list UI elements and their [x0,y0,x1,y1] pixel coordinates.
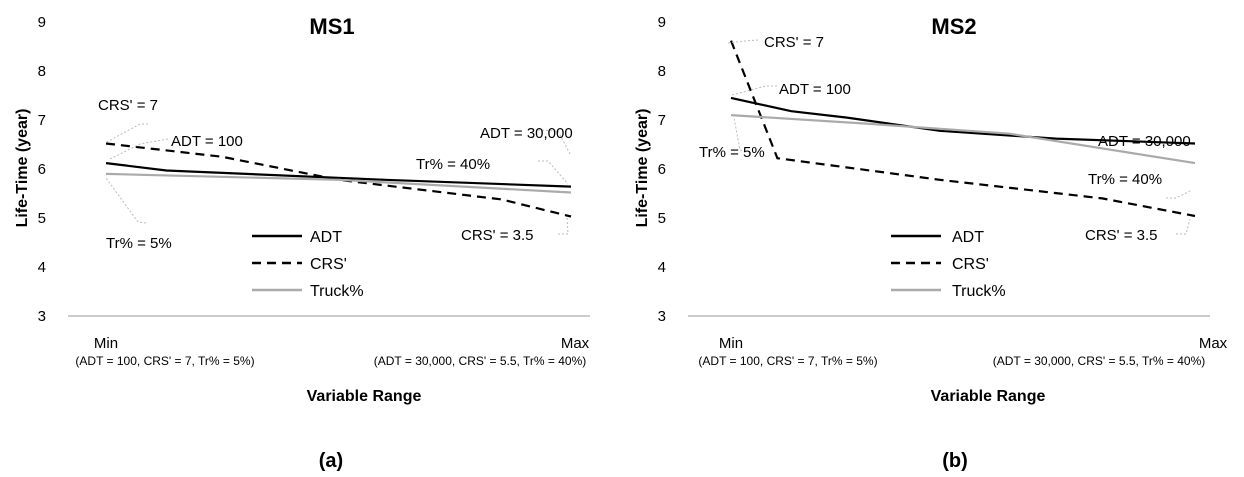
series-line-crs [729,40,1196,218]
legend-label: ADT [952,229,984,246]
x-tick-label: Max [1199,335,1228,352]
y-axis-label: Life-Time (year) [14,109,31,228]
y-tick-labels: 3 4 5 6 7 8 9 [658,14,666,325]
leader-line [1176,218,1191,235]
y-tick-label: 7 [658,112,666,129]
leader-line [558,216,569,235]
legend: ADT CRS' Truck% [891,229,1006,300]
legend-label: Truck% [310,283,364,300]
annotation-crs-min: CRS' = 7 [764,34,824,51]
y-tick-label: 8 [658,63,666,80]
y-tick-label: 6 [38,161,46,178]
x-tick-note: (ADT = 100, CRS' = 7, Tr% = 5%) [75,354,254,368]
legend-label: CRS' [952,256,989,273]
panel-caption: (a) [319,450,343,472]
chart-ms1: MS1 Life-Time (year) 3 4 5 6 7 8 9 CRS' … [14,14,590,472]
leader-line [727,39,759,44]
annotation-tr-max: Tr% = 40% [416,156,490,173]
annotation-tr-min: Tr% = 5% [699,144,765,161]
leader-line [538,160,569,185]
legend-label: ADT [310,229,342,246]
annotation-leaders [727,39,1193,235]
leader-line [104,123,148,144]
series-group [729,40,1196,218]
annotation-adt-min: ADT = 100 [171,133,243,150]
chart-ms2: MS2 Life-Time (year) 3 4 5 6 7 8 9 CRS' … [634,14,1228,472]
y-tick-label: 5 [658,210,666,227]
annotation-tr-min: Tr% = 5% [106,235,172,252]
leader-line [731,85,777,96]
series-line-adt [105,162,572,188]
y-tick-label: 3 [658,308,666,325]
x-axis-label: Variable Range [931,388,1046,405]
y-tick-label: 5 [38,210,46,227]
series-line-adt [730,96,1196,145]
x-tick-label: Max [561,335,590,352]
series-group [105,142,572,218]
y-tick-label: 9 [658,14,666,31]
y-tick-labels: 3 4 5 6 7 8 9 [38,14,46,325]
annotation-crs-max: CRS' = 3.5 [1085,227,1157,244]
annotation-leaders [104,123,571,235]
annotation-adt-min: ADT = 100 [779,81,851,98]
leader-line [105,177,147,224]
chart-title: MS2 [931,14,976,39]
annotation-adt-max: ADT = 30,000 [480,125,573,142]
annotation-tr-max: Tr% = 40% [1088,171,1162,188]
legend-label: Truck% [952,283,1006,300]
y-tick-label: 3 [38,308,46,325]
y-tick-label: 9 [38,14,46,31]
y-tick-label: 4 [658,259,666,276]
annotation-crs-max: CRS' = 3.5 [461,227,533,244]
x-tick-note: (ADT = 30,000, CRS' = 5.5, Tr% = 40%) [374,354,587,368]
series-line-crs [105,142,572,218]
leader-line [107,138,169,161]
leader-line [1166,189,1193,199]
panel-caption: (b) [942,450,968,472]
x-tick-label: Min [94,335,118,352]
annotation-adt-max: ADT = 30,000 [1098,133,1191,150]
leader-line [537,129,571,155]
x-axis-label: Variable Range [307,388,422,405]
x-tick-note: (ADT = 100, CRS' = 7, Tr% = 5%) [698,354,877,368]
y-tick-label: 4 [38,259,46,276]
x-tick-label: Min [719,335,743,352]
legend: ADT CRS' Truck% [252,229,364,300]
chart-title: MS1 [309,14,354,39]
series-line-truck [730,114,1196,165]
y-tick-label: 7 [38,112,46,129]
annotation-crs-min: CRS' = 7 [98,97,158,114]
y-tick-label: 8 [38,63,46,80]
y-axis-label: Life-Time (year) [634,109,651,228]
y-tick-label: 6 [658,161,666,178]
x-tick-note: (ADT = 30,000, CRS' = 5.5, Tr% = 40%) [993,354,1206,368]
series-line-truck [105,172,572,194]
legend-label: CRS' [310,256,347,273]
